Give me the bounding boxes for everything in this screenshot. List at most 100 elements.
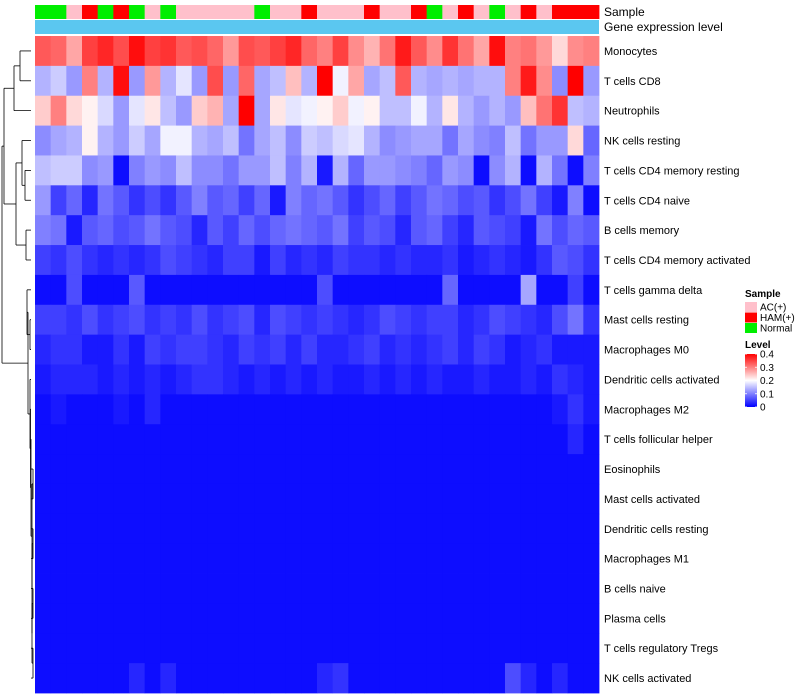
heatmap-cell — [66, 245, 83, 276]
heatmap-cell — [238, 65, 255, 97]
sample-annotation-cell — [583, 5, 600, 19]
heatmap-cell — [238, 245, 255, 276]
heatmap-cell — [35, 215, 52, 246]
heatmap-cell — [552, 483, 569, 515]
heatmap-cell — [364, 274, 381, 306]
heatmap-cell — [176, 245, 193, 276]
heatmap-cell — [567, 364, 584, 395]
gene-level-annotation-bar — [35, 20, 599, 34]
heatmap-cell — [270, 36, 287, 67]
heatmap-cell — [379, 304, 396, 336]
heatmap-cell — [426, 36, 443, 67]
heatmap-cell — [129, 304, 146, 336]
row-label: T cells CD4 memory activated — [604, 255, 751, 267]
heatmap-cell — [364, 185, 381, 216]
heatmap-cell — [129, 155, 146, 186]
heatmap-cell — [348, 245, 365, 276]
heatmap-cell — [176, 663, 193, 694]
heatmap-cell — [332, 394, 349, 425]
heatmap-cell — [223, 245, 240, 276]
row-label: T cells CD4 memory resting — [604, 165, 740, 177]
sample-annotation-cell — [332, 5, 349, 19]
heatmap-cell — [97, 424, 114, 455]
column-annotations — [35, 5, 600, 34]
heatmap-cell — [567, 394, 584, 425]
heatmap-cell — [113, 185, 130, 216]
heatmap-cell — [301, 483, 318, 515]
heatmap-cell — [160, 573, 177, 604]
heatmap-cell — [97, 155, 114, 186]
heatmap-cell — [364, 394, 381, 425]
level-colorbar — [745, 354, 757, 407]
heatmap-cell — [207, 364, 224, 395]
heatmap-cell — [348, 424, 365, 455]
heatmap-cell — [160, 513, 177, 545]
heatmap-cell — [379, 364, 396, 395]
heatmap-cell — [35, 454, 52, 485]
heatmap-cell — [520, 245, 537, 276]
heatmap-cell — [395, 334, 412, 365]
heatmap-cell — [426, 274, 443, 306]
heatmap-cell — [520, 394, 537, 425]
heatmap-cell — [50, 424, 67, 455]
heatmap-cell — [97, 65, 114, 97]
heatmap-cell — [144, 95, 161, 126]
heatmap-cell — [285, 513, 302, 545]
heatmap-cell — [50, 95, 67, 126]
heatmap-cell — [285, 543, 302, 574]
heatmap-cell — [144, 663, 161, 694]
heatmap-cell — [144, 36, 161, 67]
heatmap-cell — [489, 454, 506, 485]
heatmap-cell — [317, 603, 334, 634]
heatmap-cell — [379, 125, 396, 156]
heatmap-cell — [567, 215, 584, 246]
heatmap-cell — [458, 334, 475, 365]
heatmap-cell — [66, 513, 83, 545]
heatmap-cell — [411, 573, 428, 604]
heatmap-cell — [379, 663, 396, 694]
heatmap-cell — [160, 215, 177, 246]
heatmap-cell — [489, 513, 506, 545]
heatmap-cell — [520, 125, 537, 156]
heatmap-cell — [223, 573, 240, 604]
heatmap-cell — [270, 65, 287, 97]
heatmap-cell — [238, 633, 255, 664]
heatmap-cell — [82, 513, 99, 545]
heatmap-cell — [223, 394, 240, 425]
heatmap-cell — [82, 573, 99, 604]
heatmap-cell — [520, 633, 537, 664]
heatmap-cell — [473, 573, 490, 604]
heatmap-cell — [536, 155, 553, 186]
heatmap-cell — [160, 454, 177, 485]
heatmap-cell — [379, 633, 396, 664]
heatmap-cell — [113, 36, 130, 67]
heatmap-cell — [332, 36, 349, 67]
heatmap-cell — [583, 95, 600, 126]
heatmap-cell — [426, 245, 443, 276]
heatmap-cell — [238, 36, 255, 67]
heatmap-cell — [395, 454, 412, 485]
heatmap-cell — [301, 304, 318, 336]
gene-annotation-label: Gene expression level — [604, 20, 723, 34]
heatmap-cell — [317, 95, 334, 126]
heatmap-cell — [520, 155, 537, 186]
heatmap-cell — [348, 394, 365, 425]
heatmap-cell — [66, 215, 83, 246]
heatmap-cell — [379, 483, 396, 515]
heatmap-cell — [567, 543, 584, 574]
heatmap-cell — [583, 274, 600, 306]
heatmap-cell — [285, 65, 302, 97]
heatmap-cell — [50, 454, 67, 485]
sample-annotation-cell — [348, 5, 365, 19]
heatmap-cell — [301, 125, 318, 156]
heatmap-cell — [66, 155, 83, 186]
heatmap-cell — [505, 513, 522, 545]
heatmap-cell — [348, 573, 365, 604]
heatmap-cell — [317, 36, 334, 67]
heatmap-cell — [113, 483, 130, 515]
heatmap-cell — [207, 543, 224, 574]
heatmap-cell — [442, 125, 459, 156]
heatmap-cell — [364, 424, 381, 455]
heatmap-cell — [66, 185, 83, 216]
heatmap-cell — [35, 603, 52, 634]
